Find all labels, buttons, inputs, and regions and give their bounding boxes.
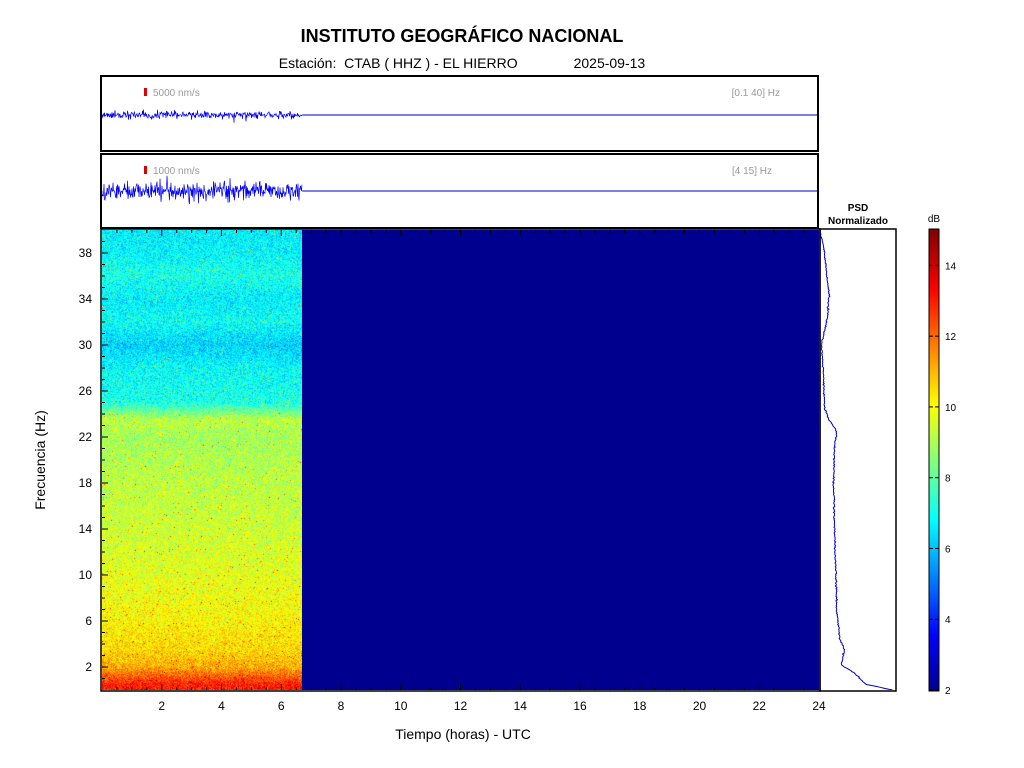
x-tick-label: 22	[753, 699, 767, 713]
colorbar-tick-label: 6	[945, 544, 951, 555]
scale-bar-icon	[144, 88, 147, 96]
x-tick-label: 14	[514, 699, 528, 713]
psd-series-line	[820, 230, 893, 690]
waveform-signal	[102, 109, 303, 123]
colorbar-tick-label: 4	[945, 615, 951, 626]
date-label: 2025-09-13	[573, 55, 646, 71]
band-label-filtered: [4 15] Hz	[732, 166, 772, 177]
waveform-panel-filtered: 1000 nm/s [4 15] Hz	[100, 153, 819, 229]
x-tick-label: 24	[812, 699, 826, 713]
x-tick-label: 8	[338, 699, 345, 713]
x-tick-label: 10	[394, 699, 408, 713]
x-tick-label: 12	[454, 699, 468, 713]
spectrogram-image	[102, 230, 302, 690]
x-tick-label: 18	[633, 699, 647, 713]
psd-panel: PSD Normalizado	[819, 203, 897, 692]
y-tick-label: 34	[79, 292, 93, 306]
scale-bar-icon	[144, 166, 147, 174]
scale-label-filtered: 1000 nm/s	[153, 166, 200, 177]
y-tick-label: 6	[85, 614, 92, 628]
figure-subtitle: Estación: CTAB ( HHZ ) - EL HIERRO 2025-0…	[0, 55, 924, 71]
waveform-frame-filtered	[100, 153, 819, 229]
station-label: Estación: CTAB ( HHZ ) - EL HIERRO	[278, 55, 518, 71]
y-tick-label: 30	[79, 338, 93, 352]
colorbar-tick-label: 8	[945, 474, 951, 485]
colorbar: dB 2 4 6 8 10 12 14	[928, 214, 957, 697]
y-tick-label: 38	[79, 246, 93, 260]
waveform-trace-broadband	[102, 109, 818, 123]
x-tick-label: 20	[693, 699, 707, 713]
colorbar-unit: dB	[928, 214, 941, 225]
y-tick-label: 2	[85, 660, 92, 674]
x-tick-label: 6	[278, 699, 285, 713]
colorbar-ticks: 2 4 6 8 10 12 14	[929, 261, 957, 697]
y-tick-label: 22	[79, 430, 93, 444]
x-tick-label: 16	[573, 699, 587, 713]
colorbar-tick-label: 14	[945, 261, 957, 272]
waveform-frame-broadband	[100, 75, 819, 152]
colorbar-tick-label: 12	[945, 332, 957, 343]
colorbar-tick-label: 10	[945, 403, 957, 414]
y-tick-label: 14	[79, 522, 93, 536]
colorbar-tick-label: 2	[945, 686, 951, 697]
colorbar-gradient	[928, 228, 940, 692]
waveform-panel-broadband: 5000 nm/s [0.1 40] Hz	[100, 75, 819, 152]
waveform-trace-filtered	[102, 175, 818, 205]
x-tick-label: 4	[218, 699, 225, 713]
band-label-broadband: [0.1 40] Hz	[732, 88, 780, 99]
psd-frame	[819, 228, 897, 692]
x-axis-label: Tiempo (horas) - UTC	[395, 726, 531, 742]
waveform-signal	[102, 175, 303, 205]
y-tick-label: 26	[79, 384, 93, 398]
figure-title: INSTITUTO GEOGRÁFICO NACIONAL	[300, 26, 624, 46]
y-tick-label: 10	[79, 568, 93, 582]
y-axis-label: Frecuencia (Hz)	[32, 410, 48, 510]
scale-label-broadband: 5000 nm/s	[153, 88, 200, 99]
psd-title: PSD	[848, 203, 869, 214]
psd-subtitle: Normalizado	[828, 216, 888, 227]
x-tick-label: 2	[158, 699, 165, 713]
y-tick-label: 18	[79, 476, 93, 490]
